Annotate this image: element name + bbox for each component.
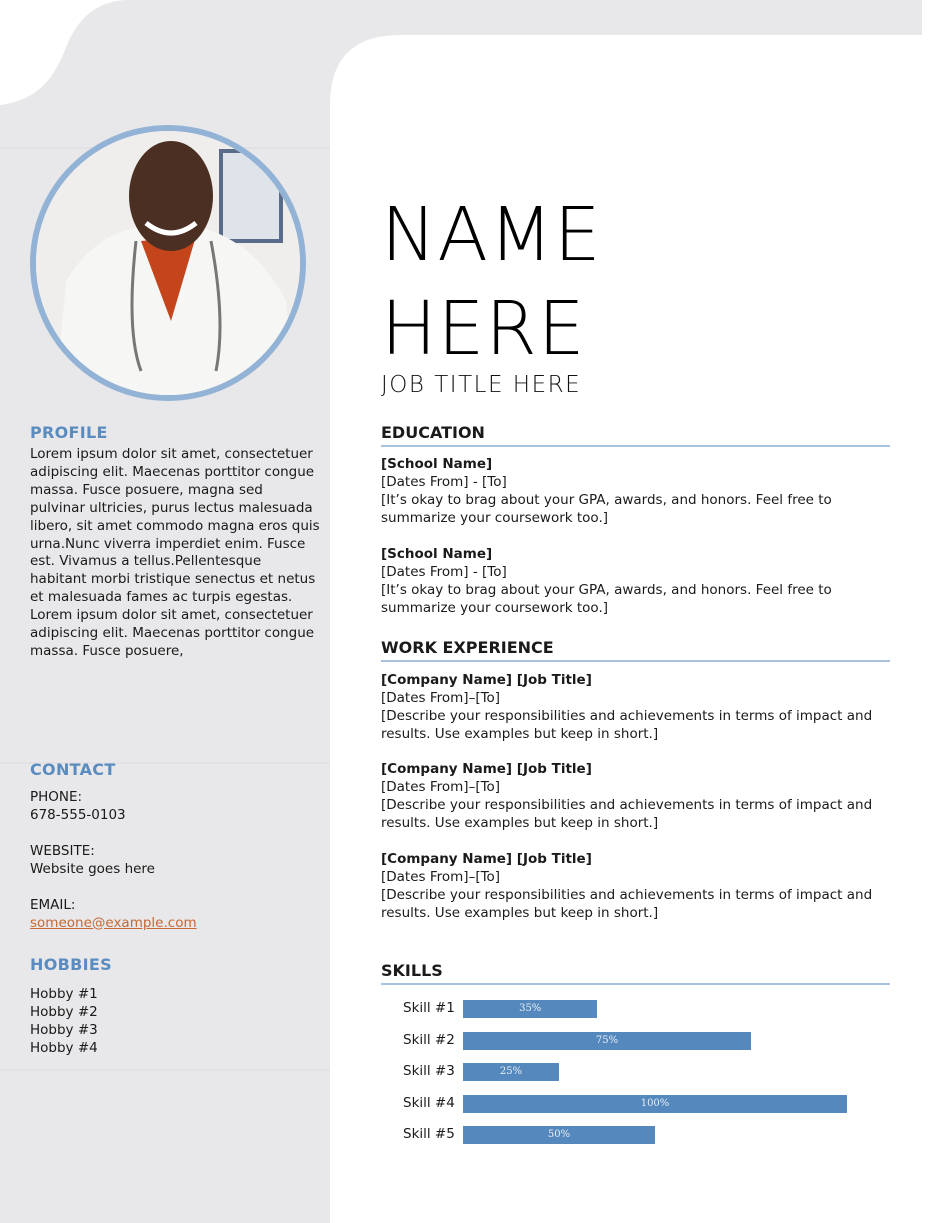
email-label: EMAIL: <box>30 896 76 913</box>
candidate-name: NAME HERE <box>381 192 602 372</box>
skills-heading: SKILLS <box>381 961 890 985</box>
hobbies-heading: HOBBIES <box>30 955 112 974</box>
hobby-item: Hobby #2 <box>30 1003 98 1020</box>
work-entry: [Company Name] [Job Title] [Dates From]–… <box>381 851 873 921</box>
skill-label: Skill #5 <box>403 1126 455 1142</box>
skill-bar: 75% <box>463 1031 751 1050</box>
work-entry: [Company Name] [Job Title] [Dates From]–… <box>381 672 873 742</box>
education-heading: EDUCATION <box>381 423 890 447</box>
phone-label: PHONE: <box>30 789 83 805</box>
profile-heading: PROFILE <box>30 423 108 442</box>
work-entry: [Company Name] [Job Title] [Dates From]–… <box>381 761 873 831</box>
website-label: WEBSITE: <box>30 842 95 859</box>
skill-bar: 35% <box>463 1000 598 1018</box>
education-entry: [School Name] [Dates From] - [To] [It’s … <box>381 456 832 526</box>
profile-section: PROFILE Lorem ipsum dolor sit amet, cons… <box>30 423 320 661</box>
job-title: JOB TITLE HERE <box>381 372 582 398</box>
website-value: Website goes here <box>30 860 155 877</box>
contact-section: CONTACT PHONE: 678-555-0103 WEBSITE: Web… <box>30 760 320 932</box>
work-heading: WORK EXPERIENCE <box>381 638 890 662</box>
skill-label: Skill #2 <box>403 1031 455 1048</box>
contact-heading: CONTACT <box>30 760 116 779</box>
email-link[interactable]: someone@example.com <box>30 914 197 931</box>
phone-value: 678-555-0103 <box>30 806 126 823</box>
hobby-item: Hobby #1 <box>30 986 98 1002</box>
skill-label: Skill #1 <box>403 1000 455 1016</box>
profile-photo <box>30 125 306 401</box>
skill-bar: 50% <box>463 1126 655 1144</box>
skill-label: Skill #3 <box>403 1063 455 1079</box>
skill-bar: 25% <box>463 1063 559 1081</box>
profile-text: Lorem ipsum dolor sit amet, consectetuer… <box>30 446 320 659</box>
skill-label: Skill #4 <box>403 1094 455 1111</box>
education-entry: [School Name] [Dates From] - [To] [It’s … <box>381 546 832 616</box>
hobbies-section: HOBBIES Hobby #1 Hobby #2 Hobby #3 Hobby… <box>30 955 320 1058</box>
skill-bar: 100% <box>463 1094 847 1113</box>
hobby-item: Hobby #4 <box>30 1039 98 1056</box>
hobby-item: Hobby #3 <box>30 1021 98 1038</box>
